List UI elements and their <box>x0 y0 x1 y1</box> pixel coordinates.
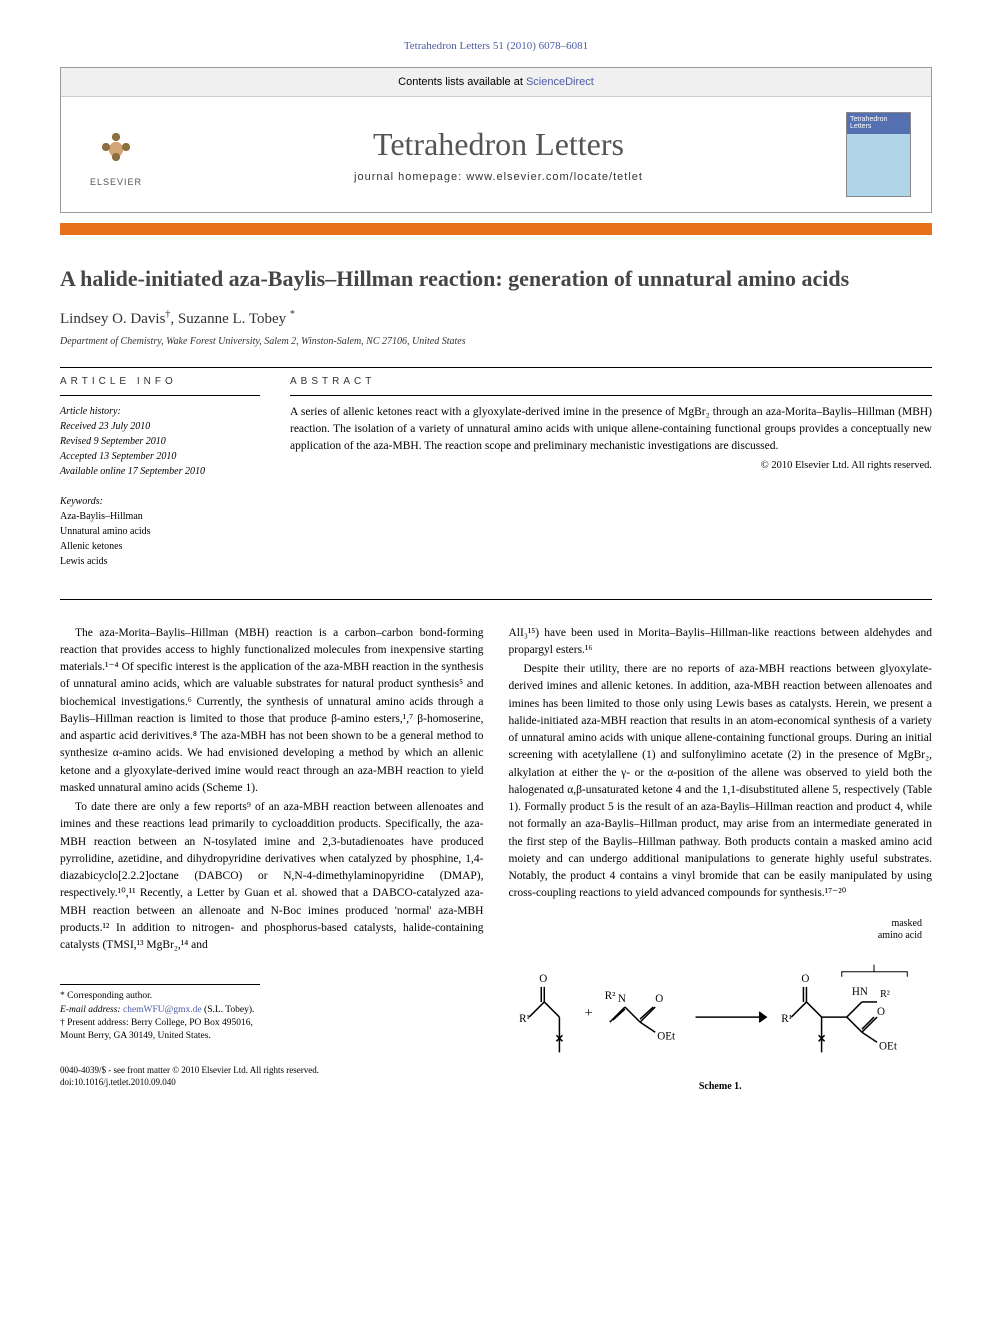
r1-label-2: R¹ <box>781 1013 792 1025</box>
cover-label: Tetrahedron Letters <box>850 116 910 130</box>
r1-label: R¹ <box>519 1013 530 1025</box>
doi-line: doi:10.1016/j.tetlet.2010.09.040 <box>60 1076 484 1089</box>
affiliation: Department of Chemistry, Wake Forest Uni… <box>60 336 932 347</box>
elsevier-text: ELSEVIER <box>90 177 142 187</box>
keyword-item: Unnatural amino acids <box>60 524 260 539</box>
keywords-block: Keywords: Aza-Baylis–Hillman Unnatural a… <box>60 494 260 569</box>
history-label: Article history: <box>60 404 260 419</box>
email-line: E-mail address: chemWFU@gmx.de (S.L. Tob… <box>60 1004 260 1017</box>
r2-label-2: R² <box>880 989 890 1000</box>
o-label-4: O <box>877 1006 885 1018</box>
elsevier-tree-icon <box>91 122 141 177</box>
abstract-copyright: © 2010 Elsevier Ltd. All rights reserved… <box>290 460 932 471</box>
authors-line: Lindsey O. Davis†, Suzanne L. Tobey * <box>60 309 932 328</box>
o-label-3: O <box>801 972 809 984</box>
journal-cover-thumb: Tetrahedron Letters <box>846 112 911 197</box>
citation-line: Tetrahedron Letters 51 (2010) 6078–6081 <box>60 40 932 52</box>
article-info-heading: ARTICLE INFO <box>60 376 260 387</box>
accepted-date: Accepted 13 September 2010 <box>60 449 260 464</box>
homepage-line: journal homepage: www.elsevier.com/locat… <box>151 171 846 183</box>
body-para-l2: To date there are only a few reports⁹ of… <box>60 799 484 954</box>
keyword-item: Aza-Baylis–Hillman <box>60 509 260 524</box>
info-divider-1 <box>60 395 260 396</box>
article-history: Article history: Received 23 July 2010 R… <box>60 404 260 479</box>
author-1: Lindsey O. Davis <box>60 311 165 327</box>
body-para-r1: AlI₃¹⁵) have been used in Morita–Baylis–… <box>509 625 933 660</box>
divider-top <box>60 367 932 368</box>
email-address[interactable]: chemWFU@gmx.de <box>123 1005 202 1015</box>
contents-prefix: Contents lists available at <box>398 76 526 88</box>
o-label-2: O <box>655 993 663 1005</box>
body-para-l1: The aza-Morita–Baylis–Hillman (MBH) reac… <box>60 625 484 798</box>
journal-name: Tetrahedron Letters <box>151 126 846 163</box>
body-column-right: AlI₃¹⁵) have been used in Morita–Baylis–… <box>509 625 933 1092</box>
received-date: Received 23 July 2010 <box>60 419 260 434</box>
n-label: N <box>617 993 625 1005</box>
body-column-left: The aza-Morita–Baylis–Hillman (MBH) reac… <box>60 625 484 1092</box>
keyword-item: Allenic ketones <box>60 539 260 554</box>
keyword-item: Lewis acids <box>60 554 260 569</box>
homepage-prefix: journal homepage: <box>354 171 466 183</box>
abstract-text: A series of allenic ketones react with a… <box>290 404 932 456</box>
scheme-caption: Scheme 1. <box>509 1081 933 1092</box>
revised-date: Revised 9 September 2010 <box>60 434 260 449</box>
email-label: E-mail address: <box>60 1005 123 1015</box>
email-attribution: (S.L. Tobey). <box>202 1005 255 1015</box>
article-title: A halide-initiated aza-Baylis–Hillman re… <box>60 265 932 294</box>
elsevier-logo: ELSEVIER <box>81 115 151 195</box>
divider-bottom <box>60 599 932 600</box>
corresponding-author-note: * Corresponding author. <box>60 990 260 1003</box>
plus-sign: + <box>584 1005 592 1021</box>
scheme-1: masked amino acid R¹ O <box>509 918 933 1092</box>
body-para-r2: Despite their utility, there are no repo… <box>509 661 933 903</box>
scheme-1-structure: R¹ O + R² N O OEt <box>509 942 933 1072</box>
o-label-1: O <box>539 972 547 984</box>
author-2-mark: * <box>290 309 295 320</box>
oet-label-2: OEt <box>879 1040 898 1052</box>
keywords-label: Keywords: <box>60 494 260 509</box>
abstract-divider <box>290 395 932 396</box>
present-address-note: † Present address: Berry College, PO Box… <box>60 1017 260 1044</box>
masked-l2: amino acid <box>878 930 922 941</box>
footer-meta: 0040-4039/$ - see front matter © 2010 El… <box>60 1064 484 1089</box>
front-matter-line: 0040-4039/$ - see front matter © 2010 El… <box>60 1064 484 1077</box>
author-2: Suzanne L. Tobey <box>178 311 286 327</box>
online-date: Available online 17 September 2010 <box>60 464 260 479</box>
r2-label-1: R² <box>604 990 615 1002</box>
author-1-mark: † <box>165 309 170 320</box>
homepage-url[interactable]: www.elsevier.com/locate/tetlet <box>466 171 643 183</box>
journal-header: Contents lists available at ScienceDirec… <box>60 67 932 213</box>
oet-label-1: OEt <box>657 1030 676 1042</box>
masked-amino-acid-label: masked amino acid <box>509 918 923 942</box>
contents-line: Contents lists available at ScienceDirec… <box>61 68 931 97</box>
abstract-heading: ABSTRACT <box>290 376 932 387</box>
footnotes: * Corresponding author. E-mail address: … <box>60 984 260 1043</box>
sciencedirect-link[interactable]: ScienceDirect <box>526 76 594 88</box>
hn-label: HN <box>851 985 867 997</box>
orange-divider-bar <box>60 223 932 235</box>
masked-l1: masked <box>891 918 922 929</box>
